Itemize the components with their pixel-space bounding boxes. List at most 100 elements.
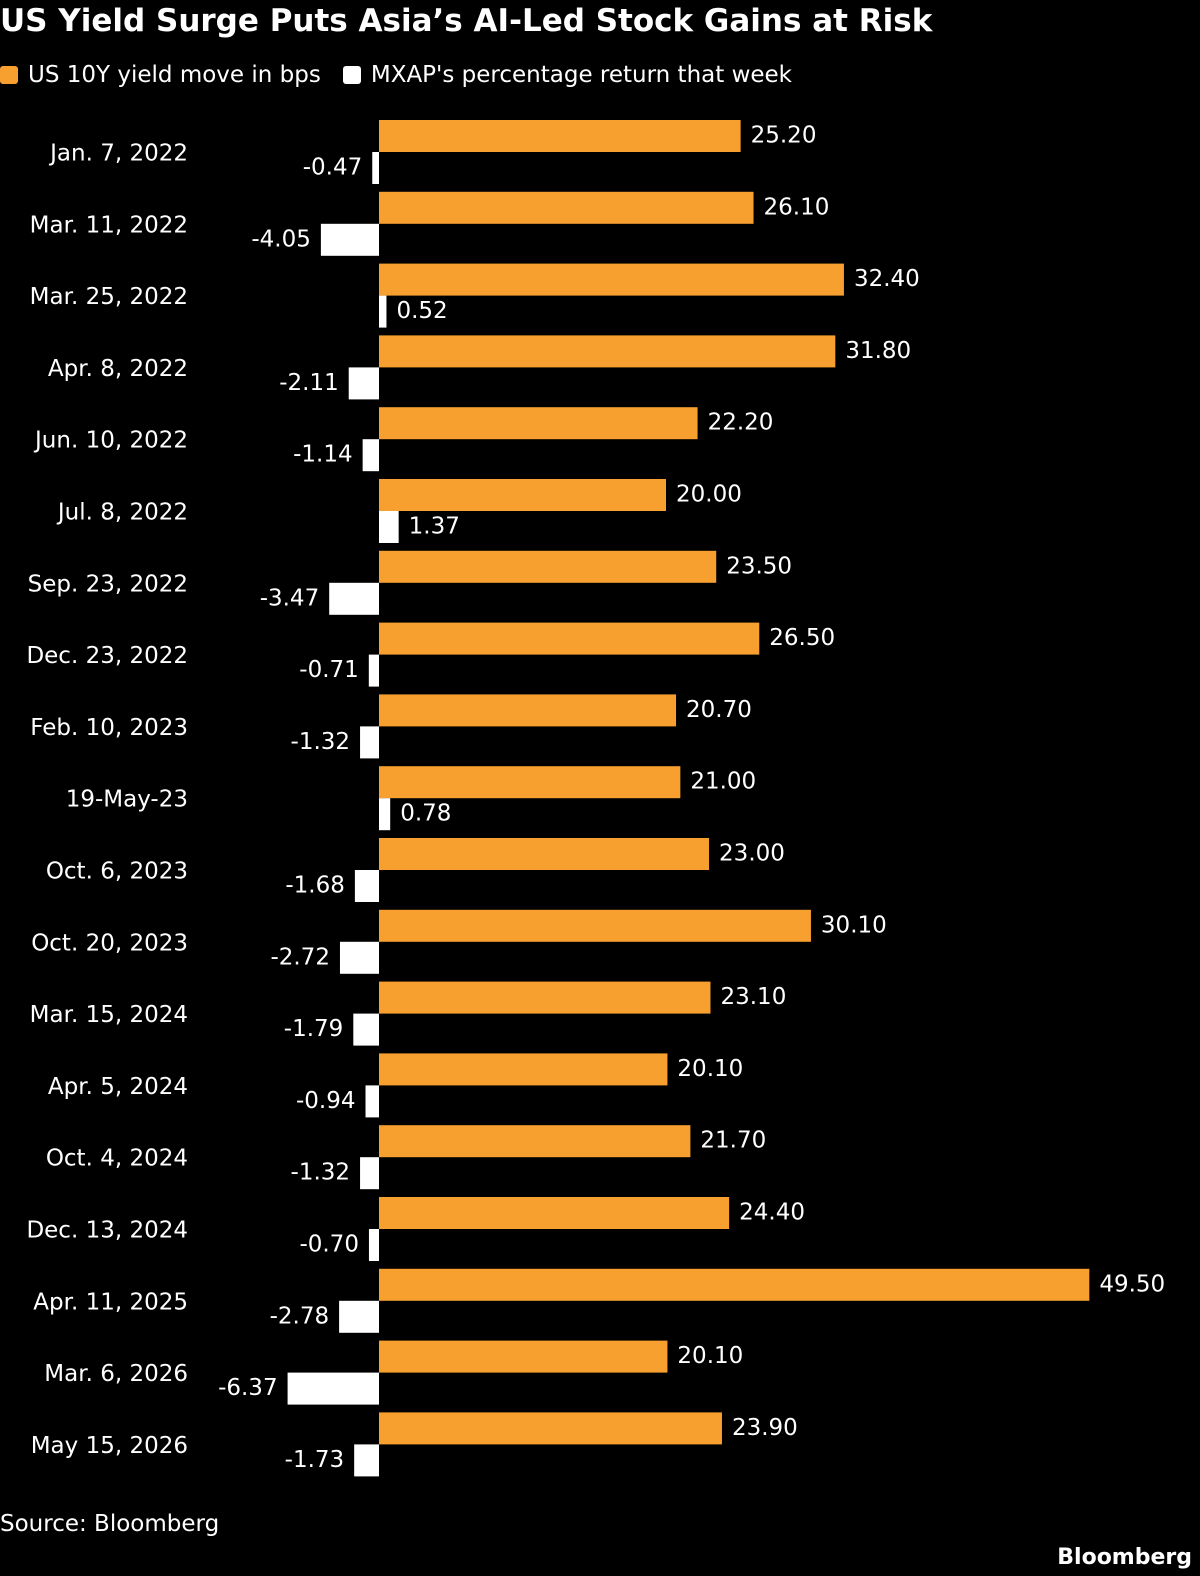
return-bar (320, 223, 379, 256)
return-bar (379, 511, 399, 543)
return-value-label: -2.11 (279, 370, 339, 396)
category-label: Apr. 11, 2025 (33, 1289, 188, 1315)
category-label: Oct. 20, 2023 (31, 930, 188, 956)
category-label: Apr. 5, 2024 (48, 1074, 188, 1100)
yield-bar (379, 120, 741, 152)
yield-value-label: 49.50 (1099, 1271, 1165, 1297)
yield-value-label: 23.90 (732, 1415, 798, 1441)
yield-bar (379, 766, 681, 799)
category-label: Dec. 23, 2022 (26, 643, 188, 669)
yield-bar (379, 694, 677, 727)
yield-value-label: 26.50 (769, 625, 835, 651)
return-value-label: -1.32 (291, 1160, 351, 1186)
yield-value-label: 26.10 (764, 194, 830, 220)
yield-bar (379, 838, 710, 870)
yield-bar (379, 981, 711, 1014)
return-value-label: -1.79 (284, 1016, 344, 1042)
category-label: Oct. 4, 2024 (46, 1146, 188, 1172)
category-label: Apr. 8, 2022 (48, 356, 188, 382)
category-label: Mar. 6, 2026 (44, 1361, 188, 1387)
return-bar (354, 870, 379, 902)
yield-value-label: 32.40 (854, 266, 920, 292)
yield-bar (379, 1053, 668, 1086)
return-bar (362, 439, 379, 472)
return-value-label: -0.70 (299, 1232, 359, 1258)
category-label: Sep. 23, 2022 (28, 571, 188, 597)
return-bar (329, 582, 379, 615)
category-label: Dec. 13, 2024 (26, 1218, 188, 1244)
yield-bar (379, 191, 754, 224)
return-value-label: 1.37 (409, 514, 460, 540)
category-label: 19-May-23 (66, 787, 188, 813)
return-value-label: -1.32 (291, 729, 351, 755)
category-label: Feb. 10, 2023 (30, 715, 188, 741)
return-bar (379, 798, 391, 831)
yield-bar (379, 1197, 730, 1229)
chart-title: US Yield Surge Puts Asia’s AI-Led Stock … (0, 3, 933, 39)
legend-item-yield: US 10Y yield move in bps (0, 60, 321, 90)
return-value-label: -2.72 (270, 944, 330, 970)
return-value-label: -6.37 (218, 1375, 278, 1401)
yield-value-label: 23.00 (719, 841, 785, 867)
return-bar (354, 1444, 379, 1477)
return-bar (287, 1372, 379, 1405)
legend: US 10Y yield move in bps MXAP's percenta… (0, 58, 814, 92)
yield-value-label: 21.70 (700, 1128, 766, 1154)
yield-bar (379, 1412, 722, 1445)
return-value-label: 0.78 (400, 801, 451, 827)
yield-bar (379, 909, 811, 942)
return-value-label: -1.73 (285, 1447, 345, 1473)
yield-value-label: 31.80 (845, 338, 911, 364)
yield-value-label: 22.20 (708, 410, 774, 436)
return-value-label: -1.14 (293, 442, 353, 468)
bar-chart: Jan. 7, 2022 25.20 -0.47 Mar. 11, 2022 26.10… (26, 120, 1165, 1477)
return-bar (368, 654, 379, 687)
yield-value-label: 23.10 (720, 984, 786, 1010)
return-bar (368, 1229, 379, 1261)
legend-swatch-return (342, 66, 361, 84)
yield-bar (379, 1268, 1090, 1301)
return-bar (365, 1085, 379, 1118)
bloomberg-logo: Bloomberg (1057, 1545, 1192, 1570)
legend-label-return: MXAP's percentage return that week (370, 62, 792, 88)
return-bar (353, 1013, 379, 1046)
return-value-label: -2.78 (270, 1303, 330, 1329)
return-bar (372, 152, 379, 184)
yield-bar (379, 263, 844, 296)
yield-bar (379, 622, 760, 655)
yield-bar (379, 1125, 691, 1158)
yield-value-label: 25.20 (751, 123, 817, 149)
category-label: Jan. 7, 2022 (48, 141, 188, 167)
return-bar (379, 295, 387, 328)
yield-value-label: 20.10 (677, 1343, 743, 1369)
source-note: Source: Bloomberg (0, 1511, 220, 1537)
yield-value-label: 24.40 (739, 1200, 805, 1226)
return-value-label: -3.47 (260, 585, 320, 611)
yield-value-label: 20.10 (677, 1056, 743, 1082)
yield-value-label: 30.10 (821, 912, 887, 938)
return-value-label: 0.52 (396, 298, 447, 324)
return-value-label: -1.68 (285, 873, 345, 899)
category-label: Mar. 15, 2024 (30, 1002, 188, 1028)
yield-bar (379, 335, 836, 368)
category-label: May 15, 2026 (31, 1433, 188, 1459)
return-bar (348, 367, 379, 400)
legend-swatch-yield (0, 66, 18, 84)
return-value-label: -4.05 (251, 226, 311, 252)
yield-bar (379, 1340, 668, 1373)
yield-value-label: 21.00 (690, 769, 756, 795)
category-label: Mar. 11, 2022 (30, 212, 188, 238)
return-bar (339, 941, 379, 974)
yield-bar (379, 407, 698, 440)
yield-bar (379, 550, 717, 583)
return-bar (360, 726, 379, 759)
category-label: Oct. 6, 2023 (46, 859, 188, 885)
return-value-label: -0.47 (303, 155, 363, 181)
return-value-label: -0.71 (299, 657, 359, 683)
category-label: Mar. 25, 2022 (30, 284, 188, 310)
legend-label-yield: US 10Y yield move in bps (28, 62, 321, 88)
return-bar (360, 1157, 379, 1190)
category-label: Jun. 10, 2022 (33, 428, 188, 454)
return-bar (339, 1300, 379, 1333)
legend-item-return: MXAP's percentage return that week (342, 60, 792, 90)
